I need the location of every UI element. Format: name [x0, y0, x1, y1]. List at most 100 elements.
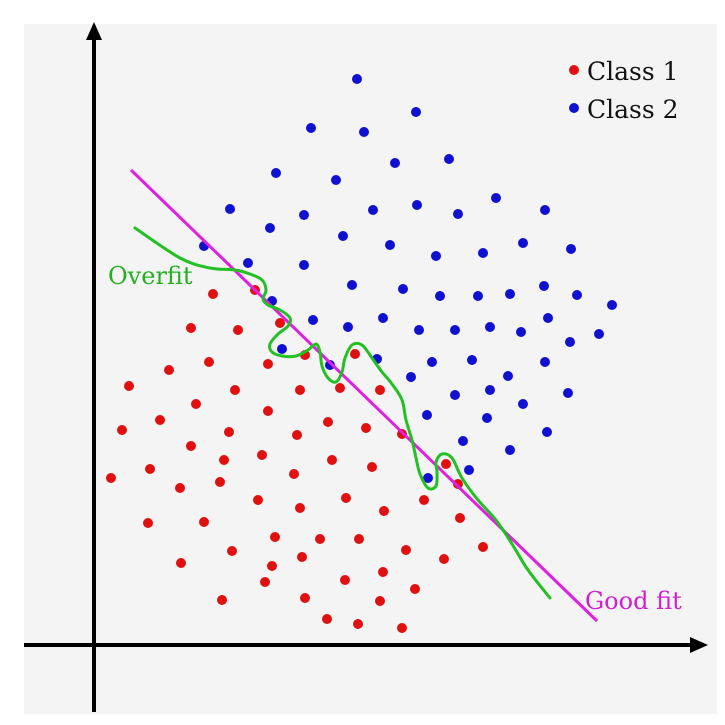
class-2-point: [540, 357, 550, 367]
class-2-point: [458, 436, 468, 446]
class-1-point: [315, 534, 325, 544]
class-1-points: [106, 285, 488, 633]
class-1-point: [275, 318, 285, 328]
class-1-point: [186, 441, 196, 451]
class-2-point: [435, 291, 445, 301]
class-2-point: [325, 360, 335, 370]
class-2-point: [505, 445, 515, 455]
class-1-point: [350, 349, 360, 359]
class-2-point: [343, 322, 353, 332]
class-1-point: [354, 534, 364, 544]
class-1-point: [327, 455, 337, 465]
class-2-point: [308, 315, 318, 325]
class-1-point: [215, 477, 225, 487]
class-1-point: [253, 495, 263, 505]
class-2-point: [450, 390, 460, 400]
class-2-point: [385, 240, 395, 250]
class-2-point: [540, 205, 550, 215]
class-1-point: [353, 619, 363, 629]
class-1-point: [191, 399, 201, 409]
class-1-point: [397, 623, 407, 633]
class-1-point: [155, 415, 165, 425]
class-2-point: [444, 154, 454, 164]
class-2-point: [485, 322, 495, 332]
class-1-point: [227, 546, 237, 556]
class-2-point: [225, 204, 235, 214]
class-1-point: [224, 427, 234, 437]
class-1-point: [335, 383, 345, 393]
class-1-point: [379, 506, 389, 516]
class-2-point: [299, 260, 309, 270]
class-1-point: [323, 417, 333, 427]
class-1-point: [292, 430, 302, 440]
class-1-point: [233, 325, 243, 335]
class-1-point: [340, 575, 350, 585]
legend-class-1-label: Class 1: [587, 57, 679, 86]
class-2-point: [505, 289, 515, 299]
class-2-point: [412, 200, 422, 210]
class-2-point: [422, 410, 432, 420]
class-1-point: [453, 479, 463, 489]
class-1-point: [270, 532, 280, 542]
class-1-point: [257, 450, 267, 460]
class-1-point: [263, 359, 273, 369]
class-2-point: [516, 327, 526, 337]
class-2-point: [518, 238, 528, 248]
class-2-point: [518, 399, 528, 409]
class-2-point: [565, 337, 575, 347]
class-2-point: [543, 313, 553, 323]
class-2-point: [271, 168, 281, 178]
overfit-curve: [133, 226, 552, 600]
good-fit-label: Good fit: [585, 587, 682, 615]
class-1-point: [375, 596, 385, 606]
axes: [24, 22, 708, 712]
class-2-point: [539, 281, 549, 291]
y-axis-arrowhead: [86, 22, 102, 40]
class-2-point: [431, 251, 441, 261]
class-2-point: [491, 193, 501, 203]
class-2-point: [390, 158, 400, 168]
class-2-point: [338, 231, 348, 241]
class-1-point: [401, 545, 411, 555]
class-1-point: [300, 593, 310, 603]
class-2-point: [482, 413, 492, 423]
class-2-point: [265, 223, 275, 233]
class-2-point: [594, 329, 604, 339]
class-1-point: [219, 455, 229, 465]
class-1-point: [410, 584, 420, 594]
class-2-point: [368, 205, 378, 215]
x-axis-arrowhead: [690, 637, 708, 653]
class-2-point: [572, 290, 582, 300]
plot-background: [24, 24, 717, 714]
class-2-point: [467, 355, 477, 365]
class-1-point: [419, 495, 429, 505]
class-1-point: [295, 385, 305, 395]
class-1-point: [263, 406, 273, 416]
class-2-point: [473, 291, 483, 301]
class-2-point: [243, 258, 253, 268]
class-1-point: [260, 577, 270, 587]
class-1-point: [378, 567, 388, 577]
class-1-point: [230, 385, 240, 395]
class-1-point: [117, 425, 127, 435]
class-2-point: [306, 123, 316, 133]
legend: Class 1 Class 2: [569, 57, 679, 124]
class-2-point: [427, 357, 437, 367]
class-2-point: [299, 210, 309, 220]
class-1-point: [164, 365, 174, 375]
class-1-point: [186, 323, 196, 333]
class-1-point: [124, 381, 134, 391]
class-1-point: [295, 503, 305, 513]
legend-class-2-marker: [569, 103, 579, 113]
class-1-point: [175, 483, 185, 493]
class-2-point: [406, 372, 416, 382]
class-2-point: [414, 325, 424, 335]
class-2-point: [398, 284, 408, 294]
class-2-point: [542, 427, 552, 437]
overfit-label: Overfit: [108, 262, 193, 290]
class-1-point: [176, 558, 186, 568]
class-1-point: [341, 493, 351, 503]
class-1-point: [439, 554, 449, 564]
class-1-point: [267, 561, 277, 571]
